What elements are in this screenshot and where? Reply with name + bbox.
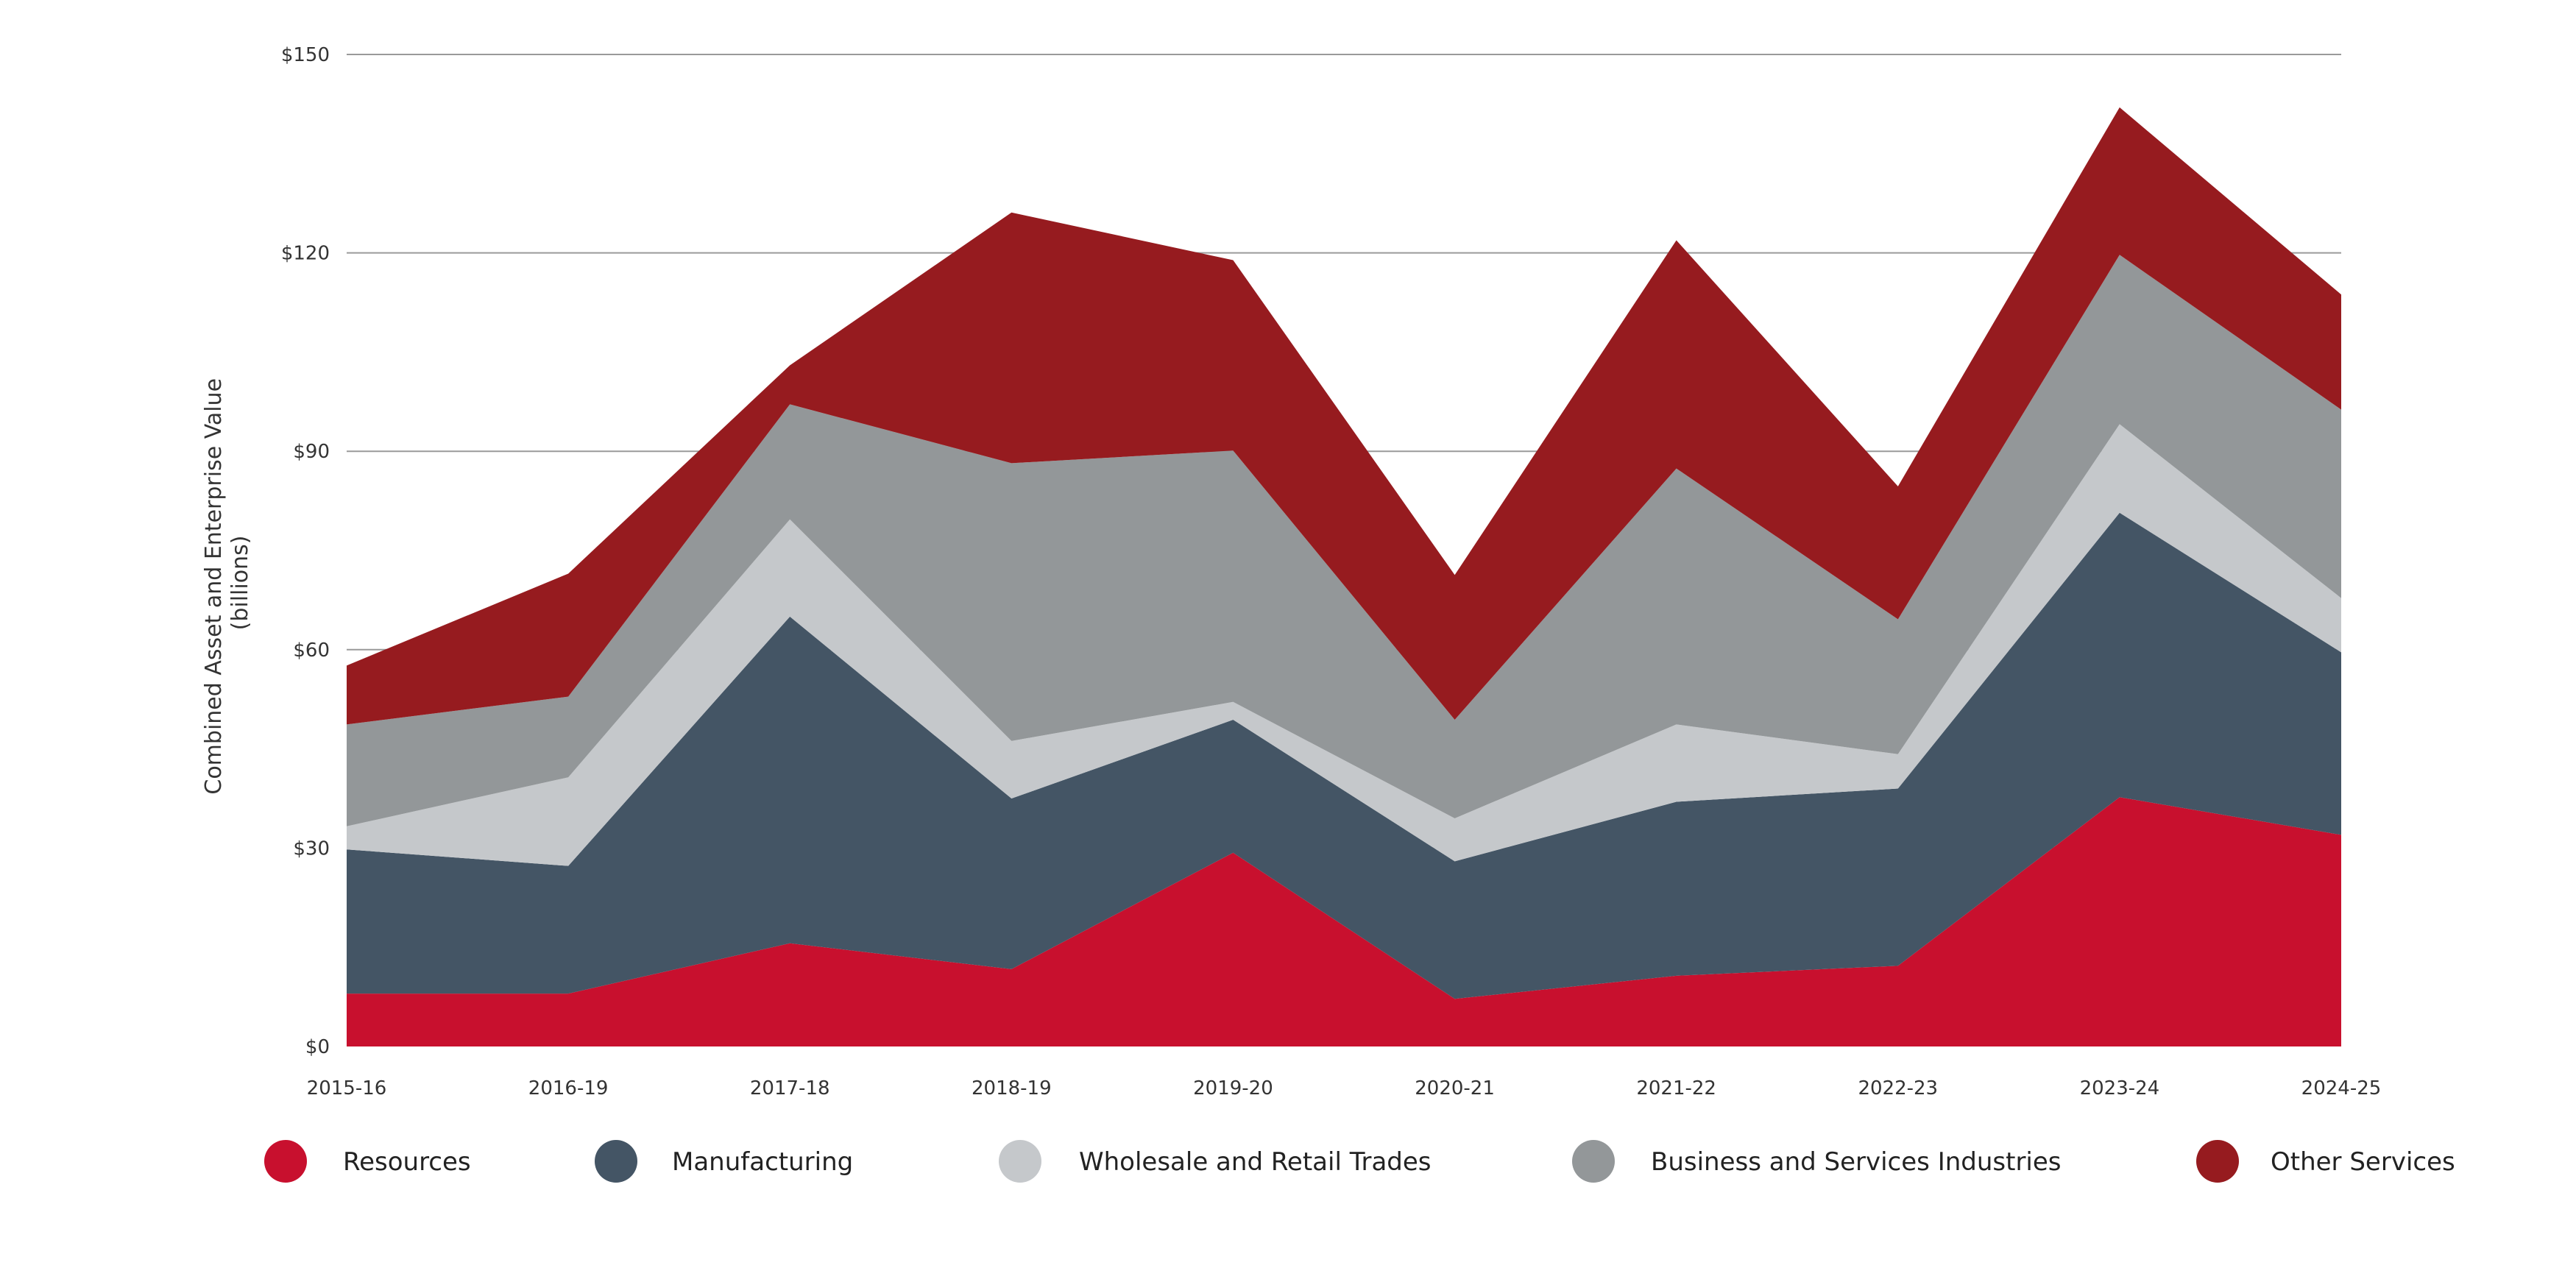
legend-item: Other Services bbox=[2196, 1140, 2455, 1183]
legend-item: Manufacturing bbox=[595, 1140, 853, 1183]
y-axis-title: Combined Asset and Enterprise Value (bil… bbox=[201, 371, 253, 794]
legend-label: Wholesale and Retail Trades bbox=[1079, 1147, 1432, 1177]
area-manufacturing bbox=[347, 512, 2341, 999]
y-tick-label: $30 bbox=[293, 837, 330, 860]
x-tick-label: 2024-25 bbox=[2301, 1077, 2382, 1099]
y-tick-label: $0 bbox=[305, 1036, 330, 1058]
legend-label: Other Services bbox=[2271, 1147, 2455, 1177]
legend-swatch bbox=[1572, 1140, 1615, 1183]
y-tick-labels: $0 $30 $60 $90 $120 $150 bbox=[281, 44, 330, 1058]
area-resources bbox=[347, 797, 2341, 1046]
x-tick-label: 2020-21 bbox=[1415, 1077, 1495, 1099]
x-tick-label: 2016-19 bbox=[528, 1077, 609, 1099]
x-tick-label: 2019-20 bbox=[1193, 1077, 1273, 1099]
x-tick-label: 2018-19 bbox=[972, 1077, 1052, 1099]
y-tick-label: $120 bbox=[281, 243, 330, 265]
y-axis-title-sub: (billions) bbox=[227, 536, 253, 631]
legend-item: Wholesale and Retail Trades bbox=[999, 1140, 1432, 1183]
areas bbox=[347, 107, 2341, 1046]
legend-item: Business and Services Industries bbox=[1572, 1140, 2062, 1183]
x-tick-labels: 2015-16 2016-19 2017-18 2018-19 2019-20 2020-… bbox=[307, 1077, 2382, 1099]
legend-swatch bbox=[999, 1140, 1041, 1183]
legend-label: Resources bbox=[343, 1147, 471, 1177]
x-tick-label: 2021-22 bbox=[1636, 1077, 1716, 1099]
x-tick-label: 2017-18 bbox=[750, 1077, 830, 1099]
legend-label: Business and Services Industries bbox=[1651, 1147, 2062, 1177]
area-business-and-services-industries bbox=[347, 255, 2341, 826]
area-wholesale-and-retail-trades bbox=[347, 424, 2341, 866]
area-other-services bbox=[347, 107, 2341, 725]
y-tick-label: $60 bbox=[293, 640, 330, 662]
legend-swatch bbox=[264, 1140, 307, 1183]
y-axis-title-main: Combined Asset and Enterprise Value bbox=[201, 378, 227, 795]
y-tick-label: $150 bbox=[281, 44, 330, 66]
x-tick-label: 2015-16 bbox=[307, 1077, 387, 1099]
legend-label: Manufacturing bbox=[672, 1147, 853, 1177]
legend-swatch bbox=[2196, 1140, 2239, 1183]
legend: Resources Manufacturing Wholesale and Reta… bbox=[264, 1140, 2455, 1183]
x-tick-label: 2022-23 bbox=[1858, 1077, 1938, 1099]
x-tick-label: 2023-24 bbox=[2080, 1077, 2160, 1099]
y-tick-label: $90 bbox=[293, 441, 330, 463]
legend-item: Resources bbox=[264, 1140, 471, 1183]
legend-swatch bbox=[595, 1140, 637, 1183]
